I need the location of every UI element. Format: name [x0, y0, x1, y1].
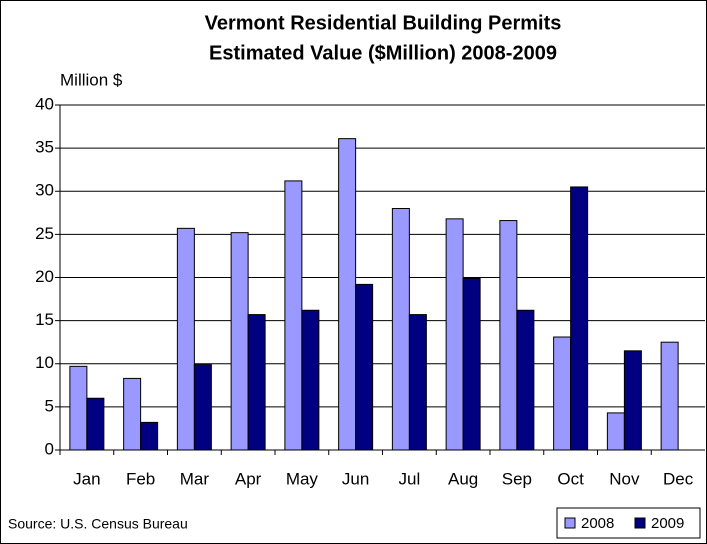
bar — [247, 314, 266, 451]
bar — [338, 138, 357, 451]
chart-title: Vermont Residential Building Permits — [205, 12, 562, 34]
bar — [606, 412, 625, 451]
legend-label: 2009 — [651, 515, 684, 532]
x-tick-label: Jun — [342, 469, 369, 488]
legend-swatch — [564, 517, 576, 529]
x-tick-label: Oct — [557, 469, 584, 488]
legend-swatch — [634, 517, 646, 529]
bar — [408, 314, 427, 451]
bar — [553, 336, 572, 451]
x-tick-label: Apr — [235, 469, 262, 488]
y-tick-label: 10 — [35, 353, 54, 372]
x-tick-label: Sep — [502, 469, 532, 488]
bar — [140, 421, 159, 451]
y-tick-label: 0 — [45, 439, 54, 458]
x-tick-label: Jul — [399, 469, 421, 488]
bar — [176, 227, 195, 451]
x-tick-label: Feb — [126, 469, 155, 488]
bar — [462, 277, 481, 451]
bar — [123, 377, 142, 451]
x-tick-label: Dec — [663, 469, 694, 488]
bar — [69, 365, 88, 451]
bar — [193, 364, 212, 451]
x-tick-label: Aug — [448, 469, 478, 488]
legend-label: 2008 — [581, 515, 614, 532]
bar — [86, 397, 105, 451]
bar — [570, 186, 589, 451]
bar — [355, 283, 374, 451]
bar — [230, 232, 249, 451]
bar — [660, 341, 679, 451]
bar — [499, 220, 518, 451]
source-note: Source: U.S. Census Bureau — [8, 516, 188, 532]
y-tick-label: 25 — [35, 224, 54, 243]
y-axis-label: Million $ — [60, 70, 123, 89]
y-tick-label: 20 — [35, 267, 54, 286]
y-tick-label: 5 — [45, 396, 54, 415]
x-tick-label: Jan — [73, 469, 100, 488]
bar — [391, 208, 410, 451]
y-tick-label: 15 — [35, 310, 54, 329]
bar — [623, 350, 642, 451]
legend-box — [556, 507, 701, 539]
x-tick-label: Mar — [180, 469, 210, 488]
y-tick-label: 35 — [35, 138, 54, 157]
bar — [445, 218, 464, 451]
chart-title: Estimated Value ($Million) 2008-2009 — [209, 42, 557, 64]
y-tick-label: 40 — [35, 94, 54, 113]
y-tick-label: 30 — [35, 181, 54, 200]
x-tick-label: Nov — [609, 469, 640, 488]
x-tick-label: May — [286, 469, 319, 488]
bar — [516, 309, 535, 451]
bar — [301, 309, 320, 451]
bar — [284, 180, 303, 451]
